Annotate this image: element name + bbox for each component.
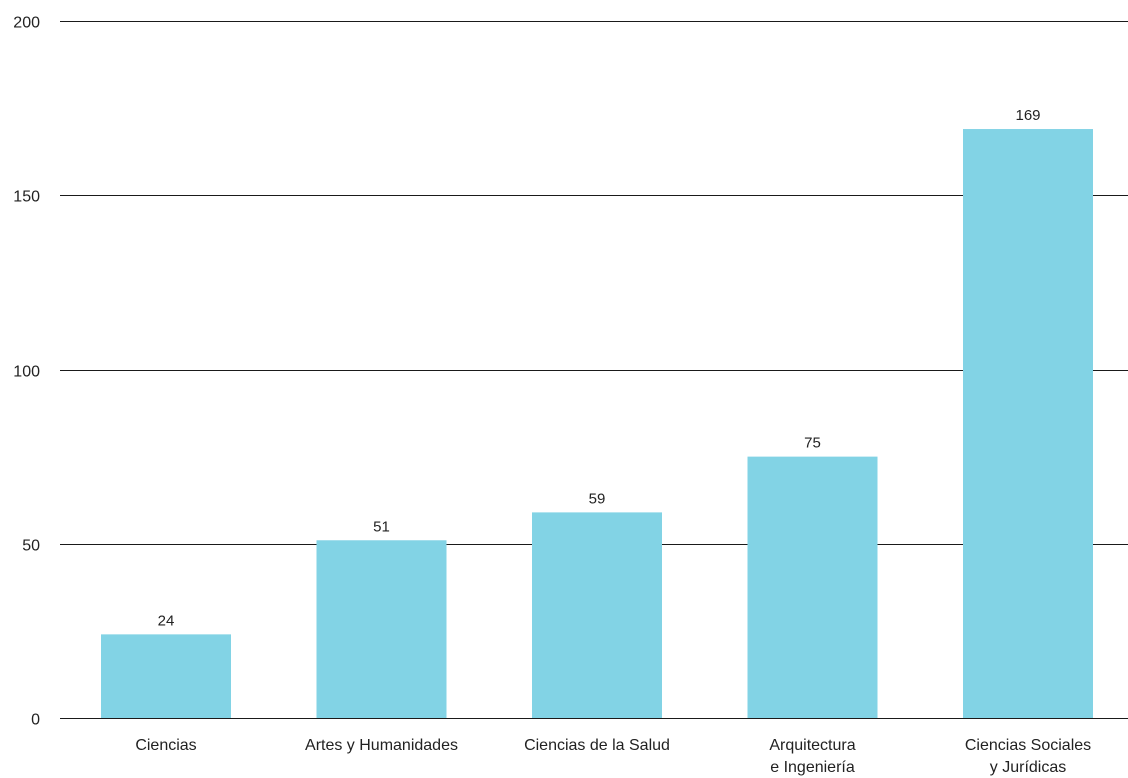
x-tick-label-line: Arquitectura	[769, 737, 855, 754]
x-tick-label-line: e Ingeniería	[770, 759, 855, 776]
data-label: 75	[804, 435, 821, 452]
x-tick-label-line: Ciencias	[135, 737, 196, 754]
data-label: 24	[158, 612, 175, 629]
y-tick-label: 100	[13, 364, 40, 381]
x-tick-label: Ciencias	[135, 737, 196, 754]
x-tick-label-line: Ciencias de la Salud	[524, 737, 670, 754]
x-axis-tick-labels: Ciencias Artes y Humanidades Ciencias de l…	[135, 737, 1091, 776]
gridlines	[60, 21, 1128, 719]
bar	[101, 634, 231, 718]
x-tick-label: Ciencias de la Salud	[524, 737, 670, 754]
y-tick-label: 0	[31, 712, 40, 729]
x-tick-label: Arquitectura e Ingeniería	[769, 737, 855, 776]
data-label: 51	[373, 518, 390, 535]
y-axis-tick-labels: 0 50 100 150 200	[13, 15, 40, 729]
y-tick-label: 200	[13, 15, 40, 32]
bar	[316, 540, 447, 718]
y-tick-label: 50	[22, 538, 40, 555]
bar	[532, 512, 662, 718]
x-tick-label: Ciencias Sociales y Jurídicas	[965, 737, 1091, 776]
bar	[747, 456, 878, 718]
y-tick-label: 150	[13, 189, 40, 206]
bar	[963, 129, 1093, 718]
x-tick-label-line: y Jurídicas	[990, 759, 1066, 776]
x-tick-label-line: Artes y Humanidades	[305, 737, 458, 754]
data-labels: 24 51 59 75 169	[158, 107, 1041, 629]
data-label: 169	[1015, 107, 1040, 124]
bars	[101, 129, 1093, 718]
x-tick-label: Artes y Humanidades	[305, 737, 458, 754]
x-tick-label-line: Ciencias Sociales	[965, 737, 1091, 754]
data-label: 59	[589, 490, 606, 507]
